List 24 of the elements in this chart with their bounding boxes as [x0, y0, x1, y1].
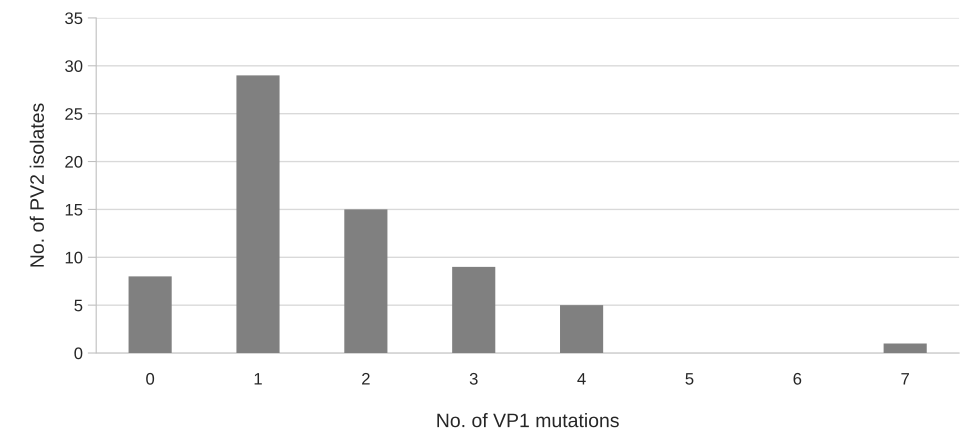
bar	[560, 305, 604, 354]
y-tick-label: 35	[65, 12, 82, 24]
x-tick-label: 7	[901, 373, 909, 385]
bar	[128, 276, 172, 354]
y-axis-title: No. of PV2 isolates	[30, 103, 44, 267]
y-tick-label: 30	[65, 60, 82, 72]
y-tick-label: 0	[74, 347, 82, 360]
y-tick-label: 20	[65, 156, 82, 168]
x-tick-label: 1	[254, 373, 262, 385]
y-tick-label: 25	[65, 108, 82, 120]
bar	[452, 266, 496, 354]
x-tick-label: 2	[362, 372, 370, 385]
x-tick-label: 6	[794, 372, 802, 385]
y-tick-label: 15	[66, 204, 82, 216]
y-tick-label: 10	[66, 252, 82, 264]
x-axis-title: No. of VP1 mutations	[437, 413, 619, 428]
bar	[884, 343, 927, 354]
x-tick-label: 4	[577, 373, 586, 385]
bar	[236, 75, 280, 354]
bar	[344, 209, 388, 354]
y-tick-label: 5	[74, 300, 82, 312]
x-tick-label: 5	[685, 373, 694, 385]
x-tick-label: 3	[470, 372, 478, 385]
x-tick-label: 0	[146, 372, 154, 385]
